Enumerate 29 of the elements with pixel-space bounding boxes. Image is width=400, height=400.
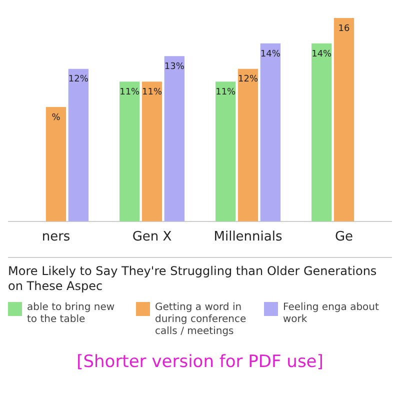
x-tick-label: Gen X bbox=[132, 230, 172, 245]
legend-label: Feeling enga about work bbox=[283, 302, 380, 326]
data-label: 11% bbox=[216, 87, 236, 98]
bar bbox=[68, 68, 88, 222]
x-tick-label: Ge bbox=[334, 230, 354, 245]
bar bbox=[238, 68, 258, 222]
data-label: 11% bbox=[120, 87, 140, 98]
data-label: 12% bbox=[238, 74, 258, 85]
data-label: 12% bbox=[68, 74, 89, 85]
text: [Shorter version for PDF use] bbox=[76, 352, 324, 372]
bar bbox=[46, 106, 66, 222]
x-tick-label: Millennials bbox=[214, 230, 282, 245]
legend-label: able to bring new to the table bbox=[27, 302, 116, 326]
data-label: 11% bbox=[142, 87, 162, 98]
data-label: 16 bbox=[338, 24, 350, 34]
text: More Likely to Say They're Struggling than Older Generations on These Aspec bbox=[8, 264, 378, 294]
bar bbox=[260, 43, 280, 222]
bar bbox=[142, 82, 162, 222]
data-label: 13% bbox=[164, 62, 185, 72]
data-label: 14% bbox=[260, 49, 281, 60]
bar bbox=[334, 18, 354, 222]
bar bbox=[216, 82, 236, 222]
bar bbox=[164, 56, 184, 222]
legend-label: Getting a word in during conference calls / meetings bbox=[155, 302, 248, 338]
x-tick-label: ners bbox=[42, 230, 70, 245]
data-label: 14% bbox=[312, 49, 332, 60]
bar bbox=[312, 43, 332, 222]
bar bbox=[120, 82, 140, 222]
data-label: % bbox=[52, 112, 61, 123]
